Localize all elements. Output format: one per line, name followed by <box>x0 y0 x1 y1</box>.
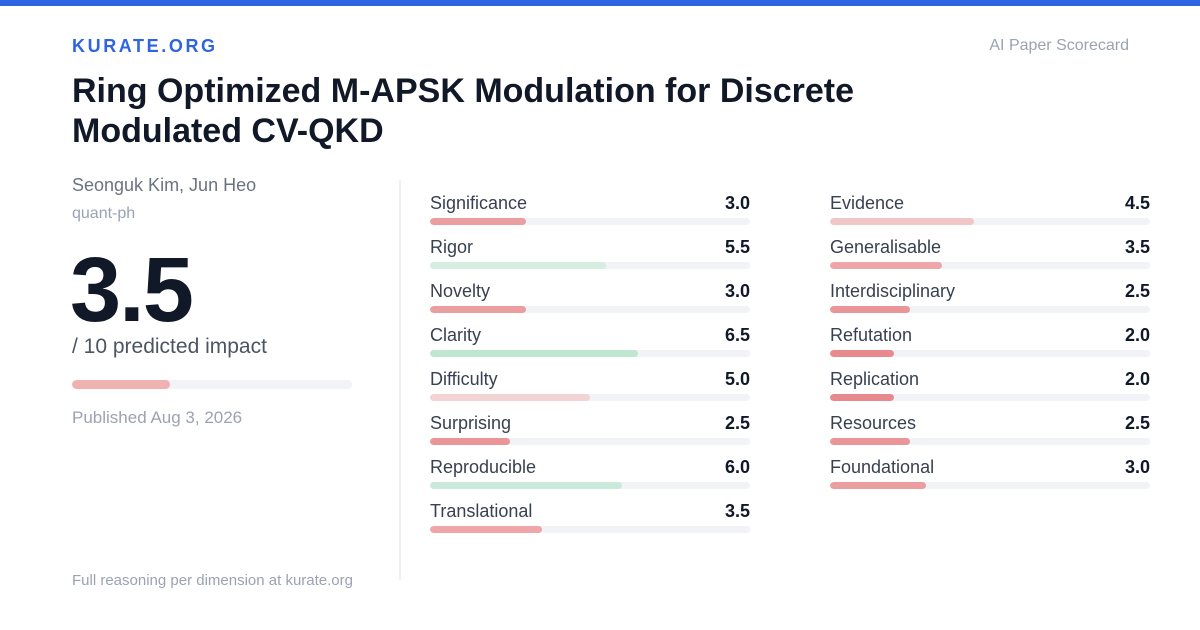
paper-title: Ring Optimized M-APSK Modulation for Dis… <box>72 72 855 150</box>
metric-generalisable: Generalisable 3.5 <box>830 236 1150 280</box>
metric-bar-track <box>830 350 1150 357</box>
metric-bar-track <box>830 306 1150 313</box>
metric-name: Evidence <box>830 193 905 213</box>
metric-bar-track <box>830 218 1150 225</box>
metric-bar-fill <box>430 394 590 401</box>
metric-value: 2.0 <box>1124 325 1150 345</box>
footer-note: Full reasoning per dimension at kurate.o… <box>72 572 353 589</box>
metric-value: 5.0 <box>724 369 750 389</box>
metric-bar-fill <box>430 262 606 269</box>
metric-name: Generalisable <box>830 237 942 257</box>
metric-value: 3.0 <box>724 193 750 213</box>
metric-name: Refutation <box>830 325 913 345</box>
metric-bar-track <box>430 218 750 225</box>
published-date: Published Aug 3, 2026 <box>72 408 243 427</box>
metric-name: Reproducible <box>430 457 537 477</box>
metric-value: 2.5 <box>1124 413 1150 433</box>
metric-bar-track <box>830 482 1150 489</box>
metric-interdisciplinary: Interdisciplinary 2.5 <box>830 280 1150 324</box>
metric-novelty: Novelty 3.0 <box>430 280 750 324</box>
metric-clarity: Clarity 6.5 <box>430 324 750 368</box>
paper-category: quant-ph <box>72 205 136 222</box>
metric-value: 2.0 <box>1124 369 1150 389</box>
metric-bar-track <box>430 350 750 357</box>
metric-bar-fill <box>430 306 526 313</box>
metric-replication: Replication 2.0 <box>830 368 1150 412</box>
metric-bar-fill <box>830 262 942 269</box>
metric-resources: Resources 2.5 <box>830 412 1150 456</box>
metric-bar-fill <box>430 526 542 533</box>
scorecard-label: AI Paper Scorecard <box>989 37 1129 54</box>
metric-bar-track <box>830 262 1150 269</box>
column-divider <box>399 180 401 580</box>
metric-value: 2.5 <box>724 413 750 433</box>
metric-bar-fill <box>830 306 910 313</box>
metric-bar-fill <box>830 394 894 401</box>
metric-name: Significance <box>430 193 528 213</box>
impact-score-bar-fill <box>72 380 170 389</box>
metric-bar-fill <box>430 438 510 445</box>
metric-bar-track <box>430 394 750 401</box>
metric-value: 6.0 <box>724 457 750 477</box>
metric-bar-track <box>830 438 1150 445</box>
metric-bar-fill <box>430 350 638 357</box>
metric-bar-fill <box>830 350 894 357</box>
metric-rigor: Rigor 5.5 <box>430 236 750 280</box>
impact-score: 3.5 <box>70 239 194 341</box>
metric-surprising: Surprising 2.5 <box>430 412 750 456</box>
metric-refutation: Refutation 2.0 <box>830 324 1150 368</box>
metric-bar-fill <box>430 218 526 225</box>
metric-name: Translational <box>430 501 533 521</box>
metric-bar-fill <box>830 218 974 225</box>
metric-foundational: Foundational 3.0 <box>830 456 1150 500</box>
metric-value: 2.5 <box>1124 281 1150 301</box>
metric-name: Interdisciplinary <box>830 281 956 301</box>
metric-name: Resources <box>830 413 917 433</box>
metric-bar-track <box>430 438 750 445</box>
metric-bar-track <box>430 482 750 489</box>
metric-name: Clarity <box>430 325 482 345</box>
paper-authors: Seonguk Kim, Jun Heo <box>72 175 257 195</box>
metric-value: 5.5 <box>724 237 750 257</box>
metric-value: 3.5 <box>724 501 750 521</box>
metric-value: 3.0 <box>1124 457 1150 477</box>
metric-reproducible: Reproducible 6.0 <box>430 456 750 500</box>
metric-value: 4.5 <box>1124 193 1150 213</box>
metric-translational: Translational 3.5 <box>430 500 750 544</box>
top-accent-bar <box>0 0 1200 6</box>
metric-bar-track <box>430 262 750 269</box>
impact-score-caption: / 10 predicted impact <box>72 335 267 358</box>
metric-bar-track <box>430 306 750 313</box>
impact-score-bar <box>72 380 352 389</box>
metric-bar-fill <box>830 438 910 445</box>
metric-significance: Significance 3.0 <box>430 192 750 236</box>
metric-value: 3.0 <box>724 281 750 301</box>
metric-name: Novelty <box>430 281 491 301</box>
metric-evidence: Evidence 4.5 <box>830 192 1150 236</box>
metric-value: 6.5 <box>724 325 750 345</box>
metric-bar-fill <box>430 482 622 489</box>
metric-bar-track <box>430 526 750 533</box>
metric-value: 3.5 <box>1124 237 1150 257</box>
metrics-column-right: Evidence 4.5 Generalisable 3.5 Interdiscipli… <box>830 192 1150 500</box>
metric-name: Difficulty <box>430 369 498 389</box>
brand-logo-text[interactable]: KURATE.ORG <box>72 36 218 56</box>
metric-difficulty: Difficulty 5.0 <box>430 368 750 412</box>
metric-bar-track <box>830 394 1150 401</box>
metric-name: Surprising <box>430 413 512 433</box>
metric-bar-fill <box>830 482 926 489</box>
metric-name: Rigor <box>430 237 474 257</box>
metric-name: Replication <box>830 369 920 389</box>
metric-name: Foundational <box>830 457 935 477</box>
metrics-column-left: Significance 3.0 Rigor 5.5 Novelty 3.0 Clarity… <box>430 192 750 544</box>
